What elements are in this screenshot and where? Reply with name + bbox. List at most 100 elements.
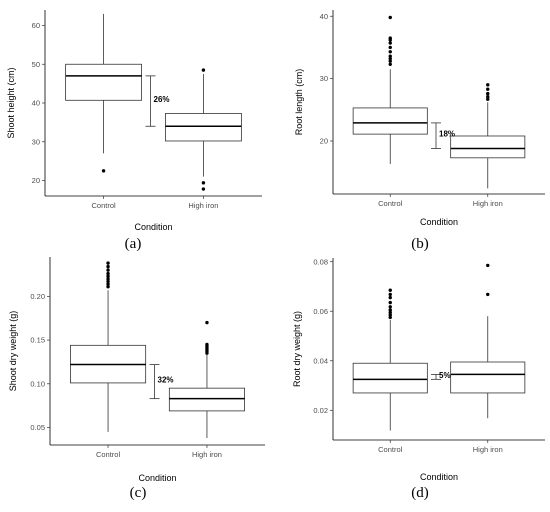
x-tick-label: High iron	[473, 199, 503, 208]
outlier-point	[486, 263, 490, 268]
reduction-label: 18%	[439, 130, 455, 139]
y-tick-label: 0.02	[313, 406, 328, 415]
outlier-point	[388, 54, 392, 58]
outlier-point	[388, 36, 392, 40]
x-axis-title: Condition	[134, 222, 172, 232]
outlier-point	[388, 41, 392, 45]
reduction-bracket: 18%	[431, 122, 455, 149]
box-control	[352, 288, 428, 431]
box-control	[65, 13, 142, 173]
outlier-point	[201, 187, 206, 191]
outlier-point	[106, 274, 110, 278]
panel-b: 20 30 40 Control High iron Condition Root leng…	[294, 10, 545, 252]
outlier-point	[388, 62, 392, 66]
x-tick-label: Control	[96, 450, 121, 459]
iqr-box	[165, 113, 242, 142]
y-tick-label: 0.05	[30, 423, 45, 432]
panel-label: (b)	[411, 236, 429, 252]
outlier-point	[101, 169, 106, 173]
y-tick-label: 0.06	[313, 307, 328, 316]
iqr-box	[168, 387, 245, 412]
outlier-point	[106, 261, 110, 265]
outlier-point	[388, 45, 392, 50]
outlier-point	[205, 320, 209, 325]
y-tick-label: 0.15	[30, 336, 45, 345]
y-axis-title: Root dry weight (g)	[292, 311, 302, 387]
outlier-point	[201, 68, 206, 72]
outlier-point	[106, 271, 110, 276]
y-tick-label: 60	[32, 21, 40, 30]
outlier-point	[388, 15, 392, 20]
y-tick-label: 20	[32, 176, 40, 185]
outlier-point	[106, 282, 110, 286]
y-tick-label: 0.20	[30, 292, 45, 301]
outlier-point	[106, 279, 110, 284]
outlier-point	[388, 300, 392, 305]
outlier-point	[388, 315, 392, 320]
reduction-label: 32%	[158, 376, 174, 385]
y-tick-label: 50	[32, 60, 40, 69]
iqr-box	[352, 362, 428, 394]
reduction-label: 26%	[154, 95, 170, 104]
outlier-point	[486, 91, 490, 96]
y-tick-label: 30	[32, 137, 40, 146]
outlier-point	[388, 305, 392, 309]
panel-label: (d)	[411, 485, 429, 501]
outlier-point	[388, 308, 392, 312]
y-tick-label: 40	[320, 12, 328, 21]
outlier-point	[106, 264, 110, 269]
y-tick-label: 0.10	[30, 379, 45, 388]
x-tick-label: High iron	[473, 445, 503, 454]
outlier-point	[388, 59, 392, 63]
outlier-point	[388, 292, 392, 297]
iqr-box	[352, 107, 428, 135]
y-tick-label: 30	[320, 74, 328, 83]
panel-label: (c)	[130, 485, 147, 501]
y-tick-label: 20	[320, 137, 328, 146]
y-axis-title: Shoot height (cm)	[6, 67, 16, 138]
outlier-point	[388, 295, 392, 300]
outlier-point	[486, 87, 490, 91]
outlier-point	[106, 277, 110, 281]
outlier-point	[486, 83, 490, 87]
reduction-bracket: 5%	[431, 371, 451, 380]
box-control	[70, 261, 147, 432]
y-tick-label: 0.04	[313, 356, 328, 365]
box-control	[352, 15, 428, 165]
x-axis-title: Condition	[138, 473, 176, 483]
outlier-point	[205, 342, 209, 347]
outlier-point	[486, 94, 490, 99]
outlier-point	[388, 310, 392, 315]
outlier-point	[388, 56, 392, 61]
iqr-box	[450, 361, 526, 394]
x-tick-label: Control	[378, 199, 403, 208]
outlier-point	[106, 285, 110, 289]
y-axis-title: Shoot dry weight (g)	[8, 311, 18, 392]
outlier-point	[388, 288, 392, 292]
x-tick-label: Control	[91, 201, 116, 210]
y-tick-label: 40	[32, 99, 40, 108]
y-axis-title: Root length (cm)	[294, 69, 304, 136]
box-high-iron	[450, 263, 526, 419]
outlier-point	[486, 97, 490, 101]
panel-label: (a)	[125, 236, 142, 252]
x-tick-label: Control	[378, 445, 403, 454]
outlier-point	[388, 313, 392, 317]
reduction-bracket: 32%	[149, 364, 174, 400]
outlier-point	[486, 292, 490, 297]
reduction-label: 5%	[439, 371, 451, 380]
panel-a: 20 30 40 50 60 Control High iron Condition Shoot…	[6, 10, 262, 252]
iqr-box	[65, 63, 142, 101]
outlier-point	[106, 268, 110, 272]
x-axis-title: Condition	[420, 217, 458, 227]
panel-d: 0.02 0.04 0.06 0.08 Control High iron Conditio…	[292, 257, 545, 501]
y-tick-label: 0.08	[313, 257, 328, 266]
box-high-iron	[450, 83, 526, 189]
outlier-point	[201, 181, 206, 185]
panel-c: 0.05 0.10 0.15 0.20 Control High iron Conditio…	[8, 257, 265, 501]
box-high-iron	[168, 320, 245, 439]
x-tick-label: High iron	[188, 201, 218, 210]
outlier-point	[388, 50, 392, 54]
x-axis-title: Condition	[420, 472, 458, 482]
